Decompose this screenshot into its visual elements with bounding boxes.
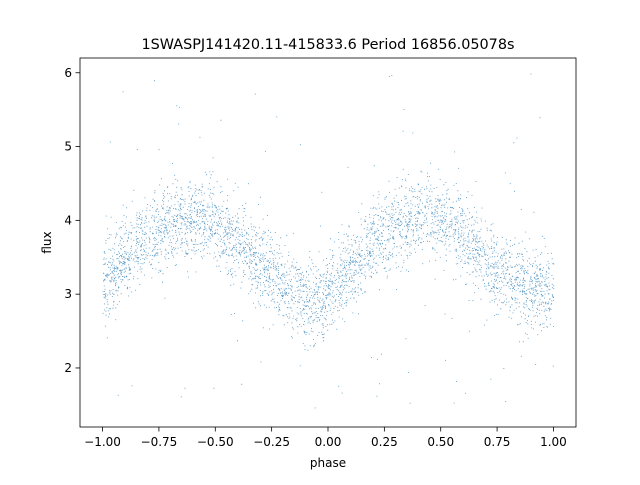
chart-title: 1SWASPJ141420.11-415833.6 Period 16856.0… <box>142 37 515 53</box>
x-tick-label: 0.00 <box>315 435 342 449</box>
x-axis-ticks: −1.00 −0.75 −0.50 −0.25 0.00 0.25 0.50 0.75 1.00 <box>84 427 567 449</box>
y-axis-ticks: 2 3 4 5 6 <box>64 66 80 375</box>
y-tick-label: 5 <box>64 140 72 154</box>
x-tick-label: −1.00 <box>84 435 121 449</box>
data-points <box>102 73 555 409</box>
x-tick-label: −0.25 <box>253 435 290 449</box>
x-tick-label: −0.50 <box>197 435 234 449</box>
x-tick-label: 1.00 <box>540 435 567 449</box>
x-axis-label: phase <box>310 456 346 470</box>
scatter-points <box>102 73 555 409</box>
x-tick-label: −0.75 <box>141 435 178 449</box>
y-axis-label: flux <box>40 231 54 253</box>
y-tick-label: 2 <box>64 361 72 375</box>
x-tick-label: 0.25 <box>371 435 398 449</box>
y-tick-label: 6 <box>64 66 72 80</box>
y-tick-label: 3 <box>64 287 72 301</box>
y-tick-label: 4 <box>64 213 72 227</box>
x-tick-label: 0.75 <box>484 435 511 449</box>
x-tick-label: 0.50 <box>427 435 454 449</box>
